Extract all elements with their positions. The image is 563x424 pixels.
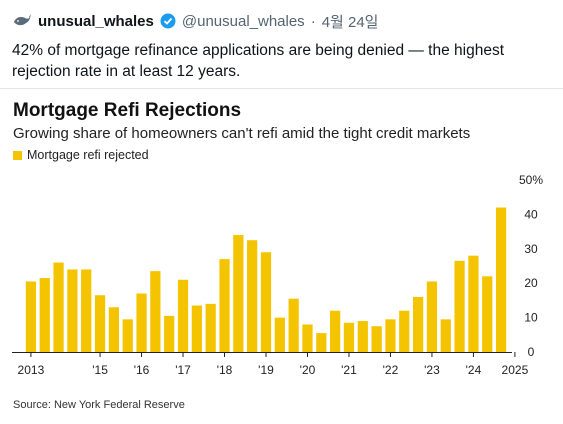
separator-dot: · <box>310 12 316 30</box>
bar <box>343 322 355 352</box>
bar <box>39 278 50 352</box>
bar <box>426 281 438 352</box>
bar <box>108 307 119 352</box>
y-tick-label: 50% <box>519 173 543 187</box>
bar <box>67 269 78 352</box>
handle[interactable]: @unusual_whales <box>181 12 305 30</box>
bar <box>482 276 493 352</box>
bar <box>164 315 175 352</box>
x-tick-label: '22 <box>383 363 399 377</box>
bar <box>385 319 396 352</box>
x-tick-label: 2013 <box>18 363 45 377</box>
bar <box>191 305 202 352</box>
x-tick-label: '17 <box>175 363 191 377</box>
bar <box>122 319 133 352</box>
bar <box>357 321 368 352</box>
legend-label: Mortgage refi rejected <box>27 148 149 162</box>
bar <box>136 293 147 352</box>
bar <box>440 319 451 352</box>
x-tick-label: '24 <box>466 363 482 377</box>
bar <box>371 326 382 352</box>
bar <box>177 279 189 352</box>
y-tick-label: 0 <box>528 345 535 359</box>
bar <box>316 333 327 352</box>
tweet-header: unusual_whales @unusual_whales · 4월 24일 <box>12 10 378 32</box>
bar <box>219 259 230 352</box>
legend-swatch <box>13 150 22 160</box>
bar <box>468 255 479 352</box>
y-tick-label: 40 <box>524 207 538 221</box>
verified-badge-icon <box>160 13 176 29</box>
bar <box>247 240 258 352</box>
x-tick-label: '18 <box>217 363 233 377</box>
y-tick-label: 30 <box>524 242 538 256</box>
bar <box>150 271 161 352</box>
bar <box>94 295 106 352</box>
tweet-date[interactable]: 4월 24일 <box>321 13 379 31</box>
bar <box>495 207 507 352</box>
x-tick-label: '15 <box>92 363 108 377</box>
bar <box>260 252 272 352</box>
display-name[interactable]: unusual_whales <box>38 12 154 30</box>
chart-title: Mortgage Refi Rejections <box>13 100 242 121</box>
bar <box>288 298 299 352</box>
x-tick-label: '16 <box>134 363 150 377</box>
x-tick-label: '19 <box>258 363 274 377</box>
x-tick-label: 2025 <box>502 363 529 377</box>
chart-source: Source: New York Federal Reserve <box>13 399 185 411</box>
bar <box>302 324 313 352</box>
bar <box>25 281 37 352</box>
chart-subtitle: Growing share of homeowners can't refi a… <box>13 125 471 142</box>
bar <box>53 262 64 352</box>
whale-icon[interactable] <box>12 11 32 31</box>
bar <box>330 310 341 352</box>
bar <box>205 303 216 352</box>
bar <box>454 260 465 352</box>
bar <box>413 296 424 352</box>
bar <box>274 317 285 352</box>
x-tick-label: '20 <box>300 363 316 377</box>
bar <box>81 269 92 352</box>
chart-legend: Mortgage refi rejected <box>13 148 149 162</box>
y-tick-label: 10 <box>524 311 538 325</box>
x-tick-label: '21 <box>341 363 357 377</box>
x-tick-label: '23 <box>424 363 440 377</box>
tweet-text: 42% of mortgage refinance applications a… <box>12 42 505 80</box>
bar <box>233 235 244 352</box>
y-tick-label: 20 <box>524 276 538 290</box>
bar <box>399 310 410 352</box>
